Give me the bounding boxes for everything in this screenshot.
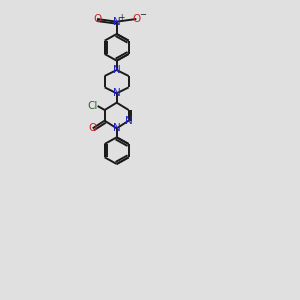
Text: O: O — [132, 14, 140, 24]
Text: +: + — [118, 13, 125, 22]
Text: N: N — [113, 88, 121, 98]
Text: −: − — [139, 11, 146, 20]
Text: N: N — [113, 17, 121, 27]
Text: Cl: Cl — [88, 101, 98, 111]
Text: N: N — [125, 116, 133, 126]
Text: O: O — [88, 123, 97, 133]
Text: N: N — [113, 65, 121, 75]
Text: O: O — [93, 14, 101, 24]
Text: N: N — [113, 123, 121, 133]
